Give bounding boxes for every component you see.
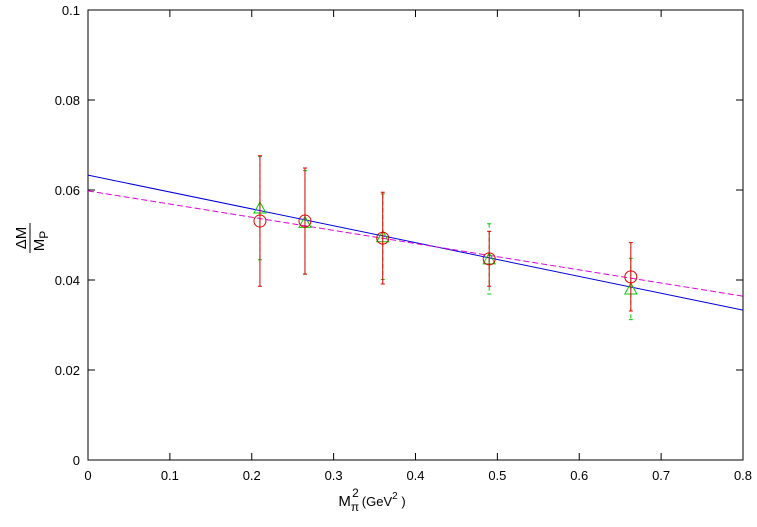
error-bar [628,242,633,312]
x-tick-label: 0.8 [734,468,752,483]
error-bar [487,230,492,287]
plot-frame [87,9,744,461]
y-tick-label: 0 [73,453,80,468]
error-bar [257,155,262,287]
point [482,252,496,266]
y-label-denominator-main: M [31,239,48,252]
error-bar [380,191,385,285]
x-label-unit-end: ) [398,494,406,509]
point [376,231,390,245]
y-tick-label: 0.04 [55,273,80,288]
y-label-denominator: MP [31,231,51,252]
x-tick-label: 0.2 [243,468,261,483]
x-label-sub: π [351,500,359,514]
x-label-main: M [338,493,351,510]
x-tick-label: 0.4 [406,468,424,483]
x-tick-label: 0.7 [652,468,670,483]
y-label-numerator: ΔM [13,227,30,250]
x-label-sup: 2 [352,486,359,500]
y-tick-label: 0.08 [55,93,80,108]
point [624,270,638,284]
x-tick-label: 0.1 [161,468,179,483]
y-tick-label: 0.06 [55,183,80,198]
fit-line [87,190,744,297]
x-tick-label: 0.6 [570,468,588,483]
fit-line [87,174,744,311]
point [298,214,312,228]
x-label-unit: (GeV [362,494,393,509]
y-tick-label: 0.1 [62,3,80,18]
error-bar [302,167,307,275]
point [253,214,267,228]
y-axis-label: ΔM MP [13,223,51,253]
x-tick-label: 0.5 [488,468,506,483]
x-axis-label: Mπ2(GeV2 ) [338,486,405,514]
x-tick-label: 0 [84,468,91,483]
y-label-denominator-sub: P [37,231,51,239]
x-label-unit-sup: 2 [392,491,398,502]
x-tick-label: 0.3 [325,468,343,483]
y-tick-label: 0.02 [55,363,80,378]
